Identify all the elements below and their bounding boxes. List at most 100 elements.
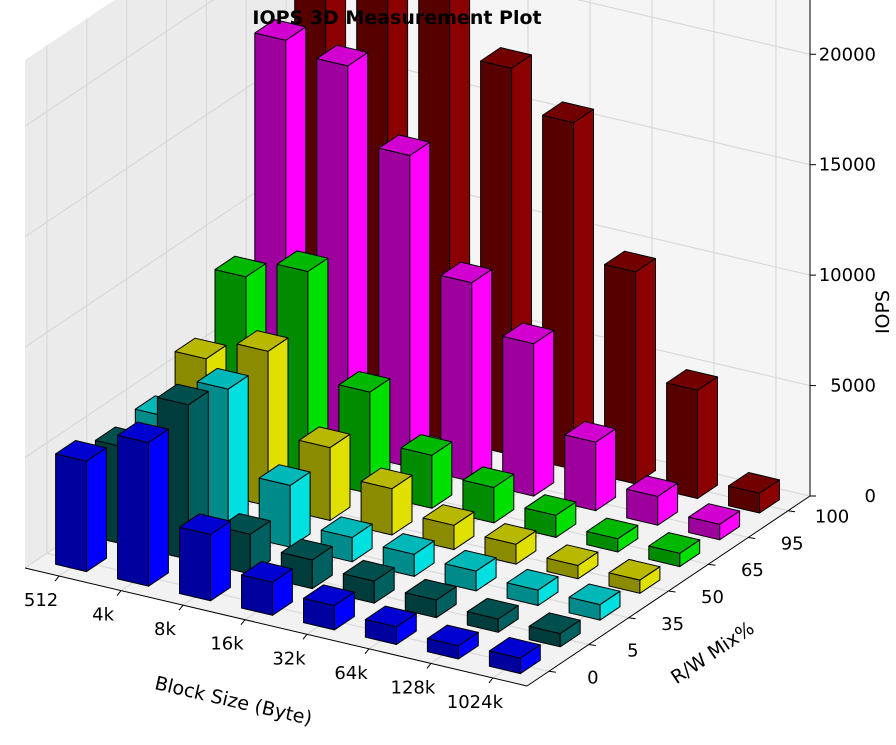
grid-line-z [24,0,811,127]
bar-top-face [342,559,395,582]
bar-top-face [316,44,369,67]
z-tick-label: 10000 [819,265,876,286]
bar-side-face [595,428,617,512]
bar-side-face [635,258,656,485]
x-tick [178,604,184,611]
bar-top-face [254,19,307,41]
z-tick-label: 0 [865,486,876,507]
x-axis-line [24,567,528,687]
bar-top-face [604,250,656,273]
bar [117,421,169,587]
bar-top-face [218,513,271,535]
bar [179,513,231,602]
bar [728,472,780,514]
z-tick-label: 20000 [819,44,876,65]
y-tick [548,670,556,673]
bar [303,584,355,631]
x-tick [302,633,308,640]
bar [466,597,519,633]
bar-top-face [280,538,333,561]
bar [364,605,417,645]
y-tick [588,644,596,647]
bar-side-face [409,141,431,468]
bar-side-face [227,375,249,534]
bar-top-face [303,584,355,607]
y-tick [628,617,636,620]
bar-side-face [329,433,351,521]
bar-top-face [648,532,701,554]
bar-front-face [55,453,87,573]
y-tick [788,510,796,513]
bar-top-face [364,605,417,628]
bar-side-face [148,428,169,587]
bar-top-face [440,261,493,284]
bar-top-face [338,371,391,393]
bar-top-face [542,101,594,124]
bar-top-face [156,383,209,406]
bar-top-face [117,421,169,444]
bar [626,475,679,526]
z-axis-label: IOPS [872,290,894,334]
y-tick-label: 5 [627,641,638,662]
bar-top-face [214,255,267,278]
bar-top-face [728,472,780,494]
y-tick-label: 100 [815,507,849,528]
x-tick-label: 16k [210,634,244,655]
x-tick [364,648,370,655]
bar [298,426,351,521]
bar-top-face [626,475,679,497]
bar [382,533,435,577]
bar [546,544,599,580]
bar-top-face [466,597,519,620]
x-axis-label: Block Size (Byte) [153,672,315,730]
bar-top-face [400,434,453,456]
x-tick [426,663,432,669]
bar-side-face [533,329,555,497]
x-tick [240,619,246,626]
bar-top-face [488,637,541,659]
x-tick-label: 8k [154,619,176,640]
bar-top-face [502,322,555,345]
bar-top-face [196,367,249,390]
bar-top-face [382,533,435,555]
bar-top-face [174,337,227,360]
bar-top-face [444,549,497,572]
y-tick-label: 65 [741,560,764,581]
x-tick [488,677,494,684]
bar [528,612,581,648]
bar-top-face [360,467,413,490]
bar-side-face [573,108,594,470]
x-tick-label: 64k [334,663,368,684]
bar [488,637,541,675]
bar-top-face [528,612,581,635]
y-tick-label: 50 [701,587,724,608]
bar [241,561,293,616]
bar-top-face [378,134,431,156]
bar [648,532,701,568]
bar-side-face [697,376,718,499]
bar-top-face [666,369,718,391]
bar-side-face [471,268,493,482]
bar-top-face [586,517,639,540]
bar-top-face [55,440,107,462]
bar-top-face [568,583,621,606]
bar-top-face [688,503,741,525]
x-tick-label: 512 [24,590,58,611]
y-tick [668,590,676,593]
bar-top-face [480,47,532,69]
x-tick-label: 1024k [447,692,504,713]
z-tick-label: 15000 [819,155,876,176]
y-tick [708,563,716,566]
bar-top-face [298,426,351,449]
x-tick-label: 32k [272,648,306,669]
bar [506,568,559,606]
bar-front-face [117,434,149,587]
bar-top-face [422,504,475,526]
bar-top-face [524,494,577,516]
bar-top-face [320,516,373,538]
bar [564,421,617,512]
bar [276,250,329,480]
z-tick-label: 5000 [830,376,876,397]
bars [55,0,780,675]
bar [688,503,741,541]
